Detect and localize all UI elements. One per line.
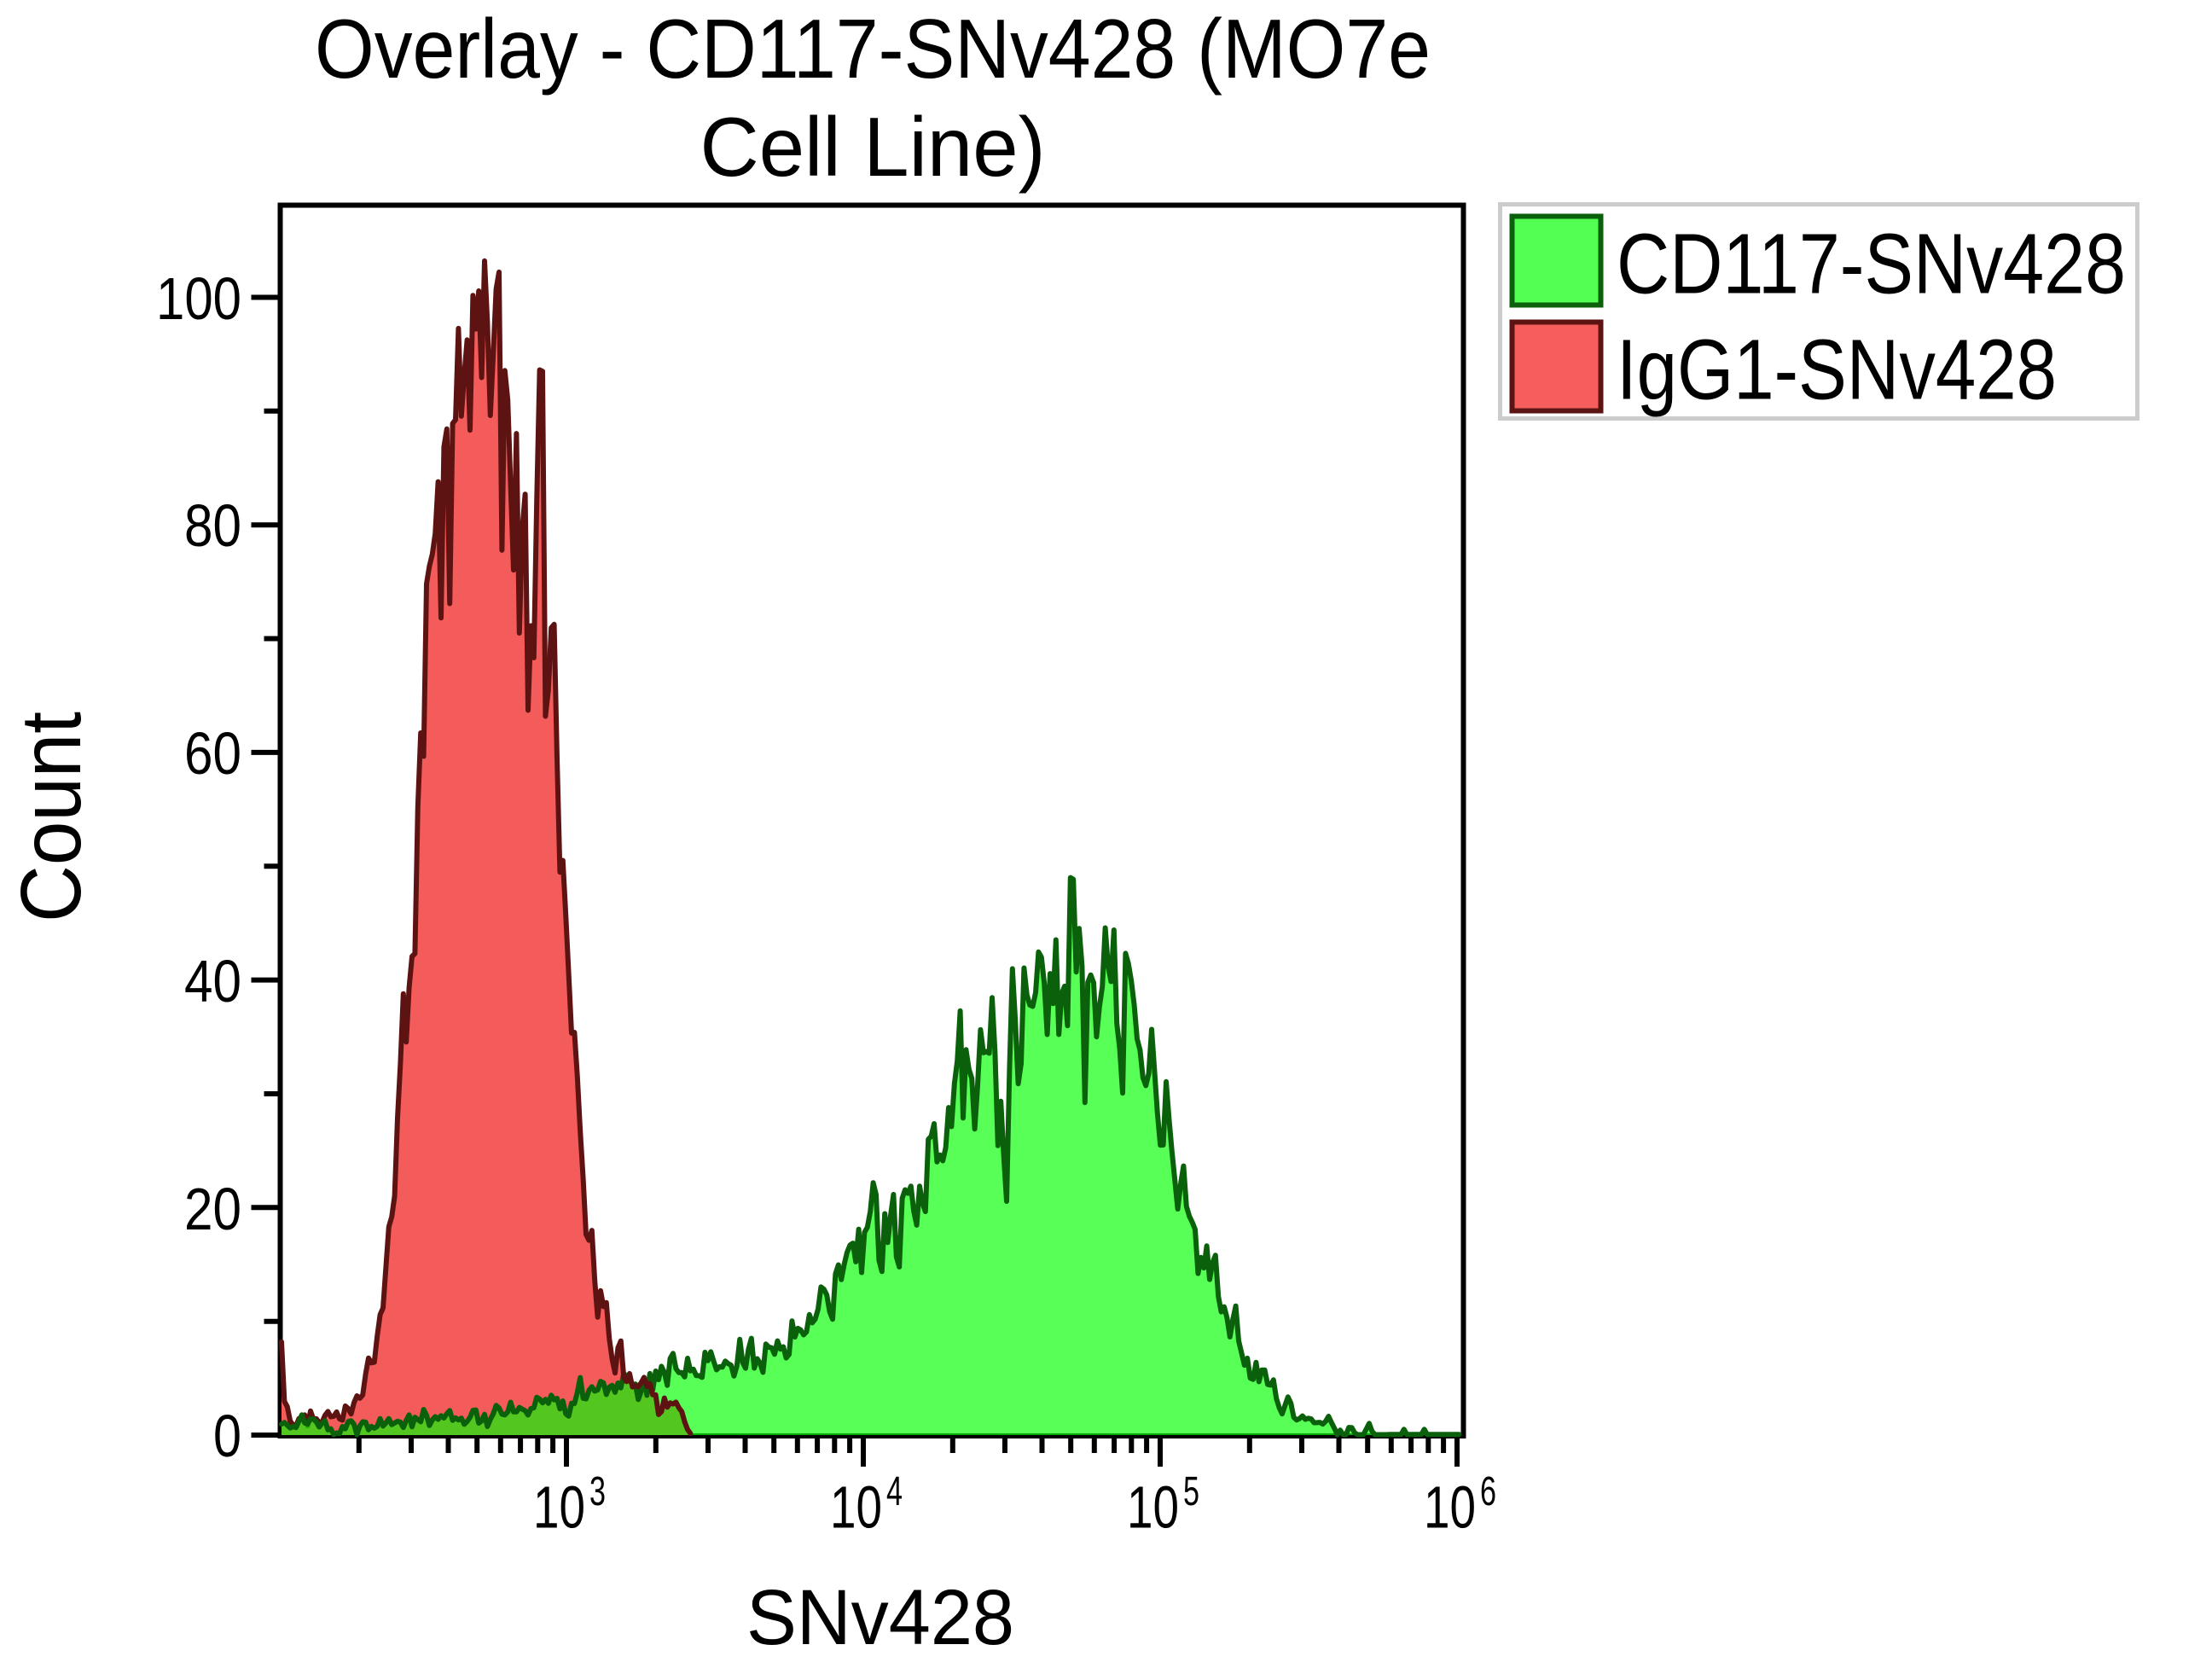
svg-text:SNv428: SNv428 xyxy=(746,1574,1014,1661)
svg-text:5: 5 xyxy=(1183,1469,1199,1514)
svg-text:10: 10 xyxy=(830,1474,882,1541)
svg-text:20: 20 xyxy=(184,1176,241,1242)
svg-text:100: 100 xyxy=(156,265,241,332)
svg-text:60: 60 xyxy=(184,720,241,787)
svg-text:10: 10 xyxy=(1127,1474,1179,1541)
svg-text:IgG1-SNv428: IgG1-SNv428 xyxy=(1617,323,2057,418)
svg-text:Cell Line): Cell Line) xyxy=(700,100,1046,194)
svg-text:10: 10 xyxy=(1424,1474,1476,1541)
svg-text:4: 4 xyxy=(886,1469,903,1514)
svg-text:80: 80 xyxy=(184,492,241,559)
svg-text:6: 6 xyxy=(1480,1469,1496,1514)
svg-text:3: 3 xyxy=(589,1469,606,1514)
svg-text:Count: Count xyxy=(3,712,99,922)
svg-text:CD117-SNv428: CD117-SNv428 xyxy=(1617,217,2126,312)
svg-text:10: 10 xyxy=(533,1474,585,1541)
svg-text:Overlay - CD117-SNv428 (MO7e: Overlay - CD117-SNv428 (MO7e xyxy=(315,2,1431,96)
svg-text:40: 40 xyxy=(184,948,241,1014)
svg-text:0: 0 xyxy=(213,1403,241,1469)
